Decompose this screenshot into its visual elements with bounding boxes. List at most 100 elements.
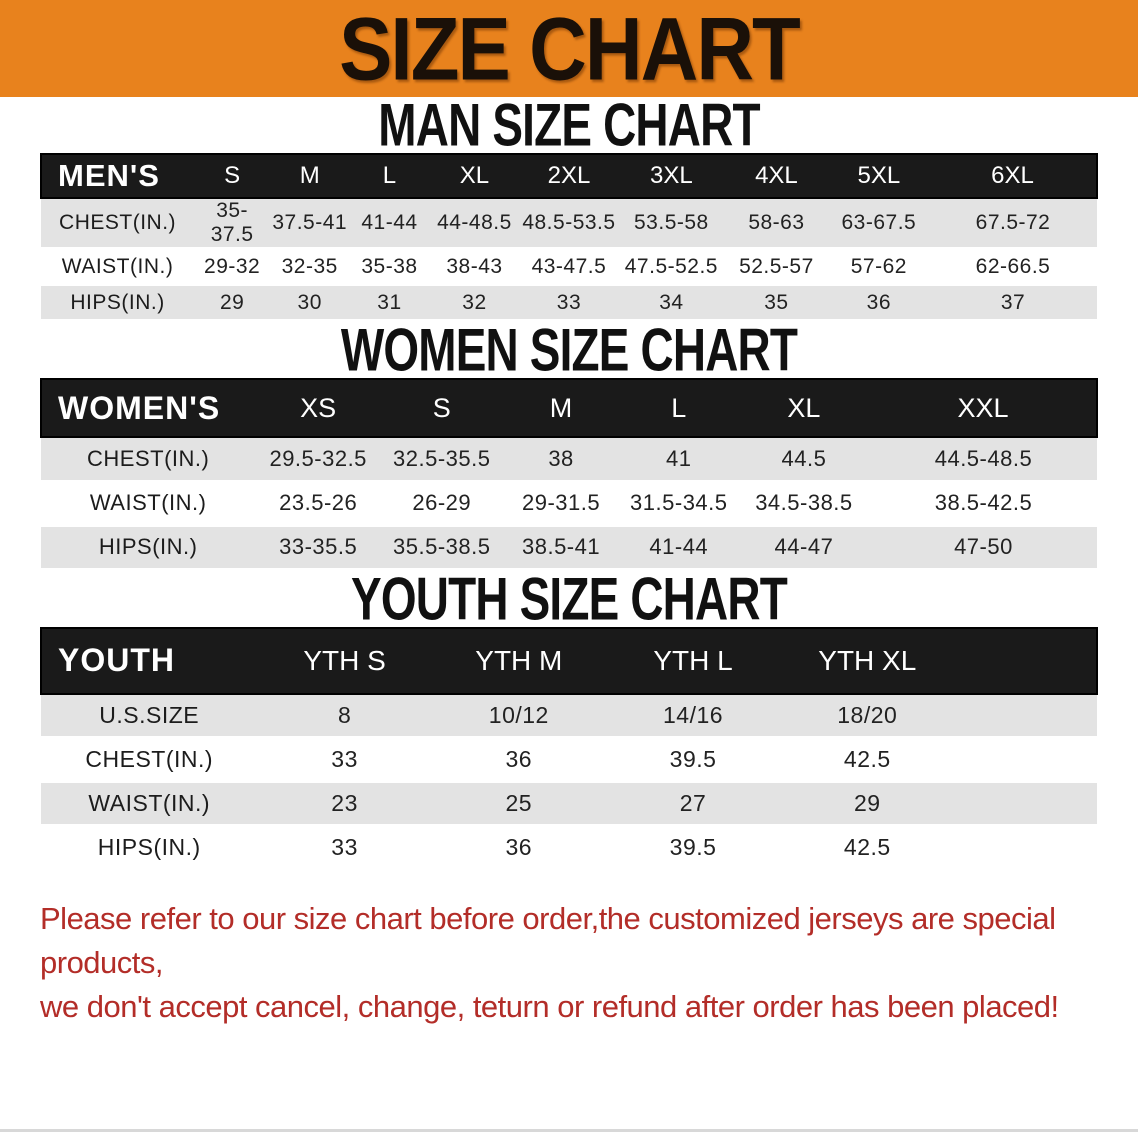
size-value-cell: 44-48.5 xyxy=(429,198,520,250)
size-value-cell: 44.5-48.5 xyxy=(869,437,1097,483)
size-value-cell: 42.5 xyxy=(780,737,955,783)
size-value-cell: 42.5 xyxy=(780,825,955,871)
table-row: WAIST(IN.) 29-32 32-35 35-38 38-43 43-47.5 47.… xyxy=(41,248,1097,286)
table-row: WAIST(IN.) 23 25 27 29 xyxy=(41,781,1097,827)
header-spacer-cell xyxy=(954,628,1097,694)
row-spacer-cell xyxy=(954,781,1097,827)
size-value-cell: 34.5-38.5 xyxy=(737,481,870,527)
size-column-header: XL xyxy=(459,162,490,189)
size-column-header: YTH M xyxy=(475,644,563,676)
size-value-cell: 29 xyxy=(194,284,271,322)
mens-table-header-row: MEN'S S M L XL 2XL 3XL 4XL 5XL 6XL xyxy=(41,154,1097,198)
order-disclaimer: Please refer to our size chart before or… xyxy=(40,897,1098,1029)
size-value-cell: 44.5 xyxy=(737,437,870,483)
size-chart-banner: SIZE CHART xyxy=(0,0,1138,97)
size-column-header: 6XL xyxy=(991,162,1034,189)
size-column-header: S xyxy=(224,162,241,189)
row-label: HIPS(IN.) xyxy=(41,284,195,322)
size-value-cell: 29 xyxy=(780,781,955,827)
size-column-header: M xyxy=(299,162,320,189)
size-value-cell: 52.5-57 xyxy=(724,248,829,286)
row-label: WAIST(IN.) xyxy=(41,781,258,827)
size-value-cell: 33 xyxy=(257,825,432,871)
youth-size-table: YOUTH YTH S YTH M YTH L YTH XL U.S.SIZE 8 10/1… xyxy=(40,627,1098,871)
size-value-cell: 33 xyxy=(257,737,432,783)
row-label: WAIST(IN.) xyxy=(41,248,195,286)
size-value-cell: 39.5 xyxy=(605,825,781,871)
size-value-cell: 26-29 xyxy=(381,481,503,527)
size-value-cell: 8 xyxy=(257,693,432,739)
row-label: HIPS(IN.) xyxy=(41,825,258,871)
size-column-header: L xyxy=(671,392,687,423)
size-column-header: S xyxy=(432,392,451,423)
size-value-cell: 36 xyxy=(431,737,606,783)
table-row: WAIST(IN.) 23.5-26 26-29 29-31.5 31.5-34.5 34… xyxy=(41,481,1097,527)
size-column-header: L xyxy=(382,162,397,189)
size-value-cell: 37.5-41 xyxy=(270,198,350,250)
size-value-cell: 47.5-52.5 xyxy=(618,248,725,286)
table-row: U.S.SIZE 8 10/12 14/16 18/20 xyxy=(41,693,1097,739)
size-value-cell: 41-44 xyxy=(619,525,738,571)
table-row: HIPS(IN.) 29 30 31 32 33 34 35 36 37 xyxy=(41,284,1097,322)
table-row: CHEST(IN.) 29.5-32.5 32.5-35.5 38 41 44.5 44.5… xyxy=(41,437,1097,483)
table-row: HIPS(IN.) 33 36 39.5 42.5 xyxy=(41,825,1097,871)
row-spacer-cell xyxy=(954,737,1097,783)
size-value-cell: 53.5-58 xyxy=(618,198,725,250)
size-value-cell: 31 xyxy=(349,284,430,322)
size-column-header: 3XL xyxy=(650,162,693,189)
size-column-header: 5XL xyxy=(857,162,901,189)
size-value-cell: 43-47.5 xyxy=(519,248,619,286)
row-label: U.S.SIZE xyxy=(41,693,258,739)
size-column-header: M xyxy=(549,392,573,423)
size-value-cell: 39.5 xyxy=(605,737,781,783)
womens-size-table: WOMEN'S XS S M L XL XXL CHEST(IN.) 29.5-32.5 32.… xyxy=(40,378,1098,571)
size-value-cell: 32 xyxy=(429,284,520,322)
size-value-cell: 38.5-41 xyxy=(502,525,620,571)
mens-size-table: MEN'S S M L XL 2XL 3XL 4XL 5XL 6XL CHEST(IN.) 35-3… xyxy=(40,153,1098,322)
size-column-header: YTH L xyxy=(653,644,733,676)
size-value-cell: 57-62 xyxy=(828,248,930,286)
size-value-cell: 23 xyxy=(257,781,432,827)
size-value-cell: 33-35.5 xyxy=(255,525,382,571)
size-value-cell: 41-44 xyxy=(349,198,430,250)
table-group-label: YOUTH xyxy=(58,642,175,678)
row-spacer-cell xyxy=(954,825,1097,871)
size-value-cell: 63-67.5 xyxy=(828,198,930,250)
size-value-cell: 23.5-26 xyxy=(255,481,382,527)
row-label: WAIST(IN.) xyxy=(41,481,256,527)
size-value-cell: 14/16 xyxy=(605,693,781,739)
size-column-header: YTH S xyxy=(303,644,386,676)
youth-size-section: YOUTH SIZE CHART YOUTH YTH S YTH M YTH L YTH… xyxy=(0,563,1138,871)
size-value-cell: 36 xyxy=(431,825,606,871)
womens-size-section: WOMEN SIZE CHART WOMEN'S XS S M L XL XXL CHEST… xyxy=(0,319,1138,571)
size-value-cell: 36 xyxy=(828,284,930,322)
disclaimer-line-2: we don't accept cancel, change, teturn o… xyxy=(40,989,1059,1024)
mens-size-section: MAN SIZE CHART MEN'S S M L XL 2XL 3XL 4XL 5XL 6XL… xyxy=(0,94,1138,322)
size-value-cell: 34 xyxy=(618,284,725,322)
size-value-cell: 58-63 xyxy=(724,198,829,250)
table-group-label: MEN'S xyxy=(58,158,160,193)
banner-title: SIZE CHART xyxy=(339,0,801,99)
youth-section-heading: YOUTH SIZE CHART xyxy=(351,563,788,632)
size-value-cell: 18/20 xyxy=(780,693,955,739)
size-value-cell: 47-50 xyxy=(869,525,1097,571)
size-value-cell: 38 xyxy=(502,437,620,483)
youth-table-header-row: YOUTH YTH S YTH M YTH L YTH XL xyxy=(41,627,1097,694)
size-value-cell: 32-35 xyxy=(270,248,350,286)
row-label: CHEST(IN.) xyxy=(41,198,195,250)
size-value-cell: 62-66.5 xyxy=(929,248,1097,286)
size-column-header: YTH XL xyxy=(818,644,917,676)
size-value-cell: 35 xyxy=(724,284,829,322)
size-value-cell: 38.5-42.5 xyxy=(869,481,1097,527)
size-value-cell: 29.5-32.5 xyxy=(255,437,382,483)
row-label: HIPS(IN.) xyxy=(41,525,256,571)
size-column-header: XS xyxy=(300,392,337,423)
size-value-cell: 10/12 xyxy=(431,693,606,739)
table-group-label: WOMEN'S xyxy=(58,389,221,426)
size-value-cell: 32.5-35.5 xyxy=(381,437,503,483)
table-row: CHEST(IN.) 33 36 39.5 42.5 xyxy=(41,737,1097,783)
table-row: CHEST(IN.) 35-37.5 37.5-41 41-44 44-48.5 48.5… xyxy=(41,198,1097,250)
size-value-cell: 37 xyxy=(929,284,1097,322)
size-column-header: 4XL xyxy=(755,162,798,189)
size-value-cell: 31.5-34.5 xyxy=(619,481,738,527)
